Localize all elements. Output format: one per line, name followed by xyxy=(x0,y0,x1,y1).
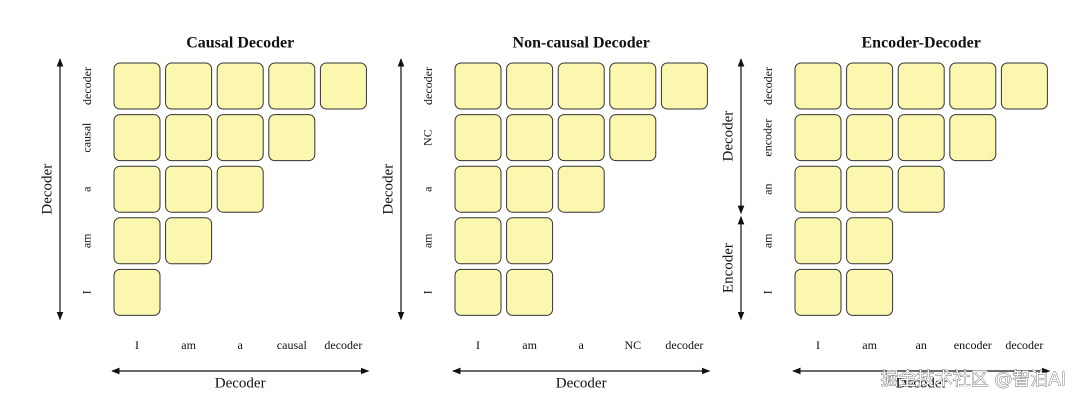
cell xyxy=(454,62,502,110)
cell xyxy=(319,62,367,110)
row-label: an xyxy=(761,184,775,195)
cell xyxy=(557,114,605,162)
row-label: decoder xyxy=(80,67,94,105)
panel-title: Causal Decoder xyxy=(186,35,294,52)
cell xyxy=(506,114,554,162)
cell xyxy=(794,217,842,265)
left-axis-label: Encoder xyxy=(720,243,736,293)
column-label: an xyxy=(916,338,927,352)
column-label: I xyxy=(135,338,139,352)
cell xyxy=(506,165,554,213)
left-axis-label: Decoder xyxy=(720,111,736,162)
row-label: I xyxy=(421,290,435,294)
cell xyxy=(454,165,502,213)
row-label: a xyxy=(421,186,435,192)
cell xyxy=(897,165,945,213)
row-label: causal xyxy=(80,122,94,153)
column-label: decoder xyxy=(324,338,362,352)
cell xyxy=(454,268,502,316)
cell xyxy=(268,62,316,110)
watermark: 掘金技术社区 @智泊AI xyxy=(881,369,1066,390)
column-label: am xyxy=(862,338,877,352)
cell xyxy=(165,62,213,110)
cell xyxy=(609,114,657,162)
cell xyxy=(609,62,657,110)
cell xyxy=(216,114,264,162)
cell xyxy=(846,62,894,110)
bottom-axis-label: Decoder xyxy=(556,375,607,391)
cell xyxy=(794,114,842,162)
cell xyxy=(794,62,842,110)
cell xyxy=(113,268,161,316)
column-label: am xyxy=(181,338,196,352)
cell xyxy=(949,114,997,162)
cell xyxy=(949,62,997,110)
cell xyxy=(113,217,161,265)
cell xyxy=(897,114,945,162)
column-label: I xyxy=(816,338,820,352)
row-label: am xyxy=(761,233,775,248)
row-label: decoder xyxy=(421,67,435,105)
column-label: I xyxy=(476,338,480,352)
cell xyxy=(846,165,894,213)
cell xyxy=(113,114,161,162)
cell xyxy=(165,114,213,162)
cell xyxy=(557,62,605,110)
cell xyxy=(794,165,842,213)
cell xyxy=(113,165,161,213)
row-label: I xyxy=(761,290,775,294)
row-label: am xyxy=(80,233,94,248)
cell xyxy=(660,62,708,110)
cell xyxy=(113,62,161,110)
cell xyxy=(846,114,894,162)
bottom-axis-label: Decoder xyxy=(896,375,947,391)
cell xyxy=(454,217,502,265)
left-axis-label: Decoder xyxy=(39,164,55,215)
column-label: a xyxy=(238,338,244,352)
bottom-axis-label: Decoder xyxy=(215,375,266,391)
left-axis-label: Decoder xyxy=(380,164,396,215)
cell xyxy=(506,217,554,265)
row-label: am xyxy=(421,233,435,248)
column-label: causal xyxy=(277,338,308,352)
cell xyxy=(165,165,213,213)
cell xyxy=(846,268,894,316)
column-label: encoder xyxy=(954,338,992,352)
column-label: NC xyxy=(624,338,641,352)
cell xyxy=(506,268,554,316)
cell xyxy=(268,114,316,162)
cell xyxy=(846,217,894,265)
column-label: a xyxy=(579,338,585,352)
cell xyxy=(165,217,213,265)
cell xyxy=(794,268,842,316)
column-label: decoder xyxy=(1005,338,1043,352)
cell xyxy=(506,62,554,110)
row-label: decoder xyxy=(761,67,775,105)
row-label: a xyxy=(80,186,94,192)
panel-title: Non-causal Decoder xyxy=(513,35,650,52)
row-label: encoder xyxy=(761,119,775,157)
cell xyxy=(216,62,264,110)
cell xyxy=(454,114,502,162)
column-label: am xyxy=(522,338,537,352)
row-label: I xyxy=(80,290,94,294)
row-label: NC xyxy=(421,129,435,146)
cell xyxy=(216,165,264,213)
cell xyxy=(1000,62,1048,110)
column-label: decoder xyxy=(665,338,703,352)
cell xyxy=(557,165,605,213)
cell xyxy=(897,62,945,110)
panel-title: Encoder-Decoder xyxy=(862,35,981,52)
